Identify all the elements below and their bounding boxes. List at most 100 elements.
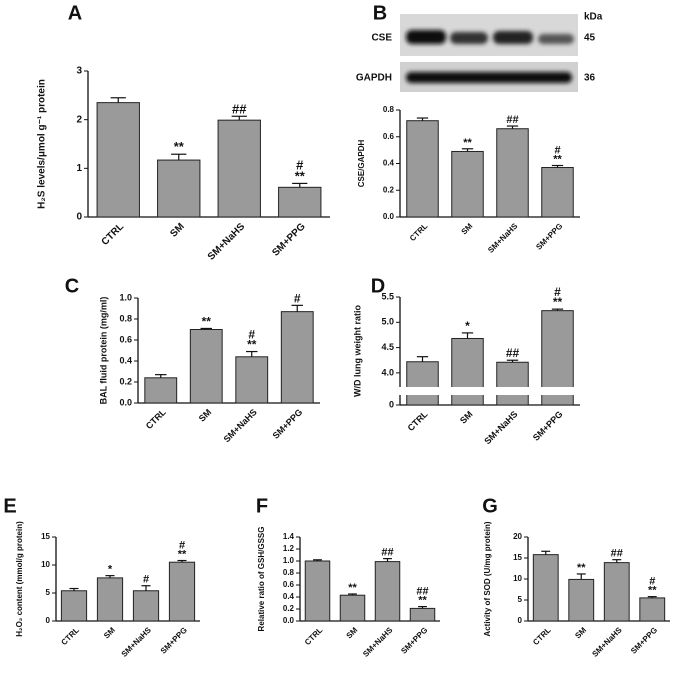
significance-mark: ** <box>295 168 306 183</box>
significance-mark: ## <box>416 586 428 598</box>
y-tick-label: 10 <box>41 560 50 569</box>
x-tick-label: SM <box>573 625 588 640</box>
x-tick-label: SM+NaHS <box>361 625 395 659</box>
band <box>406 72 572 83</box>
y-tick-label: 15 <box>513 553 522 562</box>
significance-mark: ## <box>506 114 518 126</box>
x-tick-label: SM+PPG <box>629 626 659 656</box>
bar <box>496 361 529 406</box>
x-tick-label: CTRL <box>406 409 430 433</box>
significance-mark: * <box>108 564 113 576</box>
bar <box>144 377 178 404</box>
y-tick-label: 1.0 <box>283 556 295 565</box>
blot-unit: kDa <box>584 12 603 23</box>
bar <box>168 561 196 622</box>
x-tick-label: SM <box>345 625 360 640</box>
y-tick-label: 1.0 <box>119 292 132 302</box>
significance-mark: ** <box>463 137 472 149</box>
y-tick-label: 0.6 <box>283 580 295 589</box>
panel-label: D <box>371 275 385 297</box>
y-tick-label: 0 <box>46 616 51 625</box>
significance-mark: # <box>248 328 255 342</box>
significance-mark: ** <box>553 295 563 309</box>
y-tick-label: 3 <box>76 66 82 77</box>
bar <box>189 329 223 404</box>
x-tick-label: SM+NaHS <box>482 409 519 446</box>
x-tick-label: SM+NaHS <box>590 625 624 659</box>
x-tick-label: SM+NaHS <box>222 407 259 444</box>
y-tick-label: 1.2 <box>283 544 295 553</box>
x-tick-label: SM+NaHS <box>120 625 154 659</box>
y-tick-label: 4.5 <box>381 342 394 352</box>
x-tick-label: SM+PPG <box>534 222 564 252</box>
panel-label: A <box>68 2 82 24</box>
blot-kda: 36 <box>584 73 596 84</box>
y-tick-label: 0.6 <box>119 334 132 344</box>
x-tick-label: SM <box>102 625 117 640</box>
y-tick-label: 0.8 <box>283 568 295 577</box>
blot-label: GAPDH <box>356 73 392 84</box>
y-tick-label: 0.2 <box>283 604 295 613</box>
significance-mark: ** <box>247 338 257 352</box>
significance-mark: ## <box>232 101 247 116</box>
y-tick-label: 5 <box>46 588 51 597</box>
bar <box>280 311 314 404</box>
x-tick-label: CTRL <box>531 625 553 647</box>
significance-mark: # <box>296 157 304 172</box>
bar <box>409 607 436 622</box>
bar <box>568 578 595 622</box>
band <box>538 34 574 44</box>
significance-mark: ## <box>611 548 623 560</box>
significance-mark: ** <box>418 595 427 607</box>
bar <box>60 590 88 622</box>
y-tick-label: 0.4 <box>383 159 395 168</box>
axis-break <box>394 387 580 395</box>
blot-kda: 45 <box>584 33 596 44</box>
panel-label: C <box>65 275 79 297</box>
bar <box>451 150 484 218</box>
bar <box>639 597 666 622</box>
x-tick-label: SM+PPG <box>159 626 189 656</box>
bar <box>96 102 140 218</box>
y-axis-label: Activity of SOD (U/mg protein) <box>483 521 492 636</box>
y-tick-label: 2 <box>76 114 82 125</box>
y-tick-label: 1.4 <box>283 532 295 541</box>
bar <box>304 560 331 622</box>
bar <box>96 577 124 622</box>
bar <box>406 361 439 406</box>
y-tick-label: 15 <box>41 532 50 541</box>
x-tick-label: CTRL <box>144 407 168 431</box>
y-tick-label: 1 <box>76 163 82 174</box>
y-axis-label: W/D lung weight ratio <box>352 305 362 397</box>
bar <box>339 594 366 622</box>
x-tick-label: SM <box>168 221 186 239</box>
y-axis-label: BAL fluid protein (mg/ml) <box>98 297 108 405</box>
significance-mark: ** <box>553 154 562 166</box>
x-tick-label: CTRL <box>408 221 430 243</box>
y-tick-label: 0 <box>76 212 82 223</box>
bar <box>217 119 261 218</box>
y-axis-label: Relative ratio of GSH/GSSG <box>257 527 266 632</box>
bar <box>532 554 559 622</box>
y-axis-label: H₂S levels/μmol g⁻¹ protein <box>37 79 48 209</box>
y-tick-label: 0.6 <box>383 132 395 141</box>
significance-mark: # <box>294 291 301 305</box>
y-tick-label: 0.4 <box>119 355 132 365</box>
bar <box>496 128 529 218</box>
x-tick-label: CTRL <box>100 221 127 248</box>
bar <box>235 356 269 404</box>
significance-mark: # <box>649 576 655 588</box>
bar <box>157 159 201 218</box>
significance-mark: ** <box>202 314 212 328</box>
band <box>450 32 488 44</box>
y-tick-label: 0.2 <box>119 376 132 386</box>
bar <box>541 167 574 218</box>
significance-mark: # <box>179 540 185 552</box>
panel-label: F <box>256 495 268 517</box>
significance-mark: ** <box>648 585 657 597</box>
y-tick-label: 0 <box>518 616 523 625</box>
x-tick-label: SM <box>197 407 214 424</box>
x-tick-label: CTRL <box>303 625 325 647</box>
significance-mark: * <box>465 319 470 333</box>
